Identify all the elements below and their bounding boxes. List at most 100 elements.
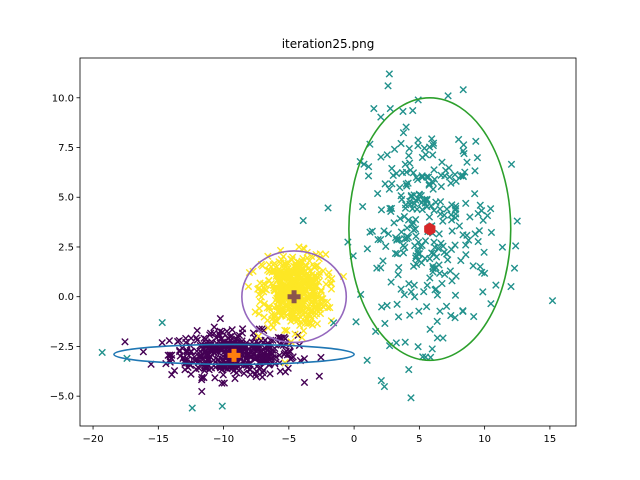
data-point-cluster-3 [394,313,403,321]
data-point-outlier [218,402,226,410]
data-point-cluster-3 [430,166,438,174]
x-axis: −20 −15 −10 −5 0 5 10 15 [82,426,556,445]
data-point-cluster-3 [414,247,422,256]
data-point-cluster-2 [327,280,335,288]
data-point-cluster-1 [200,373,208,382]
data-point-cluster-3 [498,243,507,251]
data-point-cluster-1 [216,341,224,350]
data-point-cluster-3 [451,214,460,222]
data-point-cluster-3 [400,212,409,221]
data-point-cluster-3 [404,179,412,187]
data-point-cluster-3 [396,214,404,223]
data-point-cluster-1 [175,346,184,355]
data-point-cluster-1 [276,367,284,375]
data-point-cluster-3 [438,158,446,166]
data-point-cluster-3 [463,158,471,166]
data-point-cluster-3 [447,211,455,219]
data-point-cluster-3 [471,167,479,175]
data-point-cluster-3 [414,342,422,351]
data-point-cluster-1 [165,336,174,345]
data-point-cluster-3 [470,189,479,198]
data-point-cluster-2 [255,310,263,318]
data-point-cluster-1 [249,329,258,337]
data-point-cluster-1 [166,351,174,359]
data-point-cluster-3 [469,312,478,321]
data-point-cluster-3 [412,252,420,260]
data-point-cluster-3 [428,345,436,353]
data-point-cluster-1 [269,345,277,354]
data-point-cluster-3 [492,281,500,289]
data-point-cluster-2 [296,321,304,330]
data-point-cluster-3 [420,144,429,152]
data-point-cluster-2 [256,297,264,306]
data-point-cluster-3 [428,249,436,257]
data-point-cluster-1 [187,334,195,342]
data-point-outlier [385,70,394,78]
data-point-cluster-3 [430,206,438,215]
data-point-cluster-3 [459,147,467,155]
data-point-cluster-3 [475,227,484,235]
data-point-cluster-2 [308,276,316,284]
data-point-cluster-2 [274,303,282,311]
data-point-cluster-1 [198,373,206,382]
data-point-cluster-3 [389,171,397,180]
data-point-cluster-3 [510,264,519,272]
data-point-cluster-3 [459,85,467,94]
data-point-cluster-1 [300,354,309,363]
data-point-cluster-3 [436,307,444,315]
data-point-cluster-2 [270,259,279,268]
data-point-cluster-3 [474,237,482,246]
data-point-cluster-1 [164,351,172,359]
data-point-cluster-3 [382,242,390,251]
data-point-cluster-1 [218,334,226,343]
data-point-cluster-3 [368,227,376,235]
data-point-cluster-1 [246,352,255,360]
data-point-cluster-3 [397,285,405,293]
data-point-cluster-3 [383,151,391,159]
data-point-cluster-3 [444,256,452,264]
data-point-cluster-2 [283,326,291,335]
data-point-cluster-2 [255,284,263,293]
data-point-cluster-3 [439,242,447,250]
covariance-ellipse-1 [113,343,355,366]
data-point-cluster-2 [270,267,279,276]
data-point-cluster-3 [403,234,411,243]
data-point-cluster-2 [306,306,315,315]
data-point-cluster-3 [461,168,469,176]
data-point-cluster-3 [409,262,418,271]
data-point-cluster-2 [301,273,310,282]
data-point-cluster-3 [398,195,406,204]
data-point-cluster-1 [192,356,201,364]
data-point-cluster-2 [291,330,299,338]
data-point-cluster-2 [301,319,309,327]
data-point-cluster-1 [195,364,203,372]
data-point-cluster-2 [267,320,276,329]
data-point-cluster-3 [401,338,409,346]
y-tick-label: 0.0 [58,292,74,303]
data-point-cluster-3 [397,228,406,236]
data-point-cluster-3 [421,254,429,263]
data-point-cluster-1 [255,325,264,333]
cluster-center-1 [227,348,241,362]
data-point-cluster-2 [303,269,312,277]
data-point-cluster-2 [325,269,333,277]
data-point-cluster-3 [363,245,372,253]
data-point-cluster-1 [175,336,183,345]
data-point-cluster-3 [462,241,470,249]
data-point-cluster-3 [436,205,444,213]
data-point-cluster-3 [451,170,459,179]
data-point-cluster-2 [299,327,308,335]
data-point-cluster-3 [438,279,446,288]
data-point-cluster-1 [193,326,201,335]
data-point-cluster-3 [402,123,410,131]
data-point-cluster-3 [447,179,455,187]
data-point-cluster-2 [306,290,314,299]
data-point-cluster-1 [198,387,206,396]
data-point-cluster-3 [423,195,431,204]
data-point-cluster-3 [377,153,385,161]
x-tick-label: −20 [82,434,103,445]
data-point-cluster-1 [183,348,191,356]
center-layer [227,222,436,362]
data-point-cluster-1 [190,356,199,364]
data-point-cluster-3 [377,113,385,121]
